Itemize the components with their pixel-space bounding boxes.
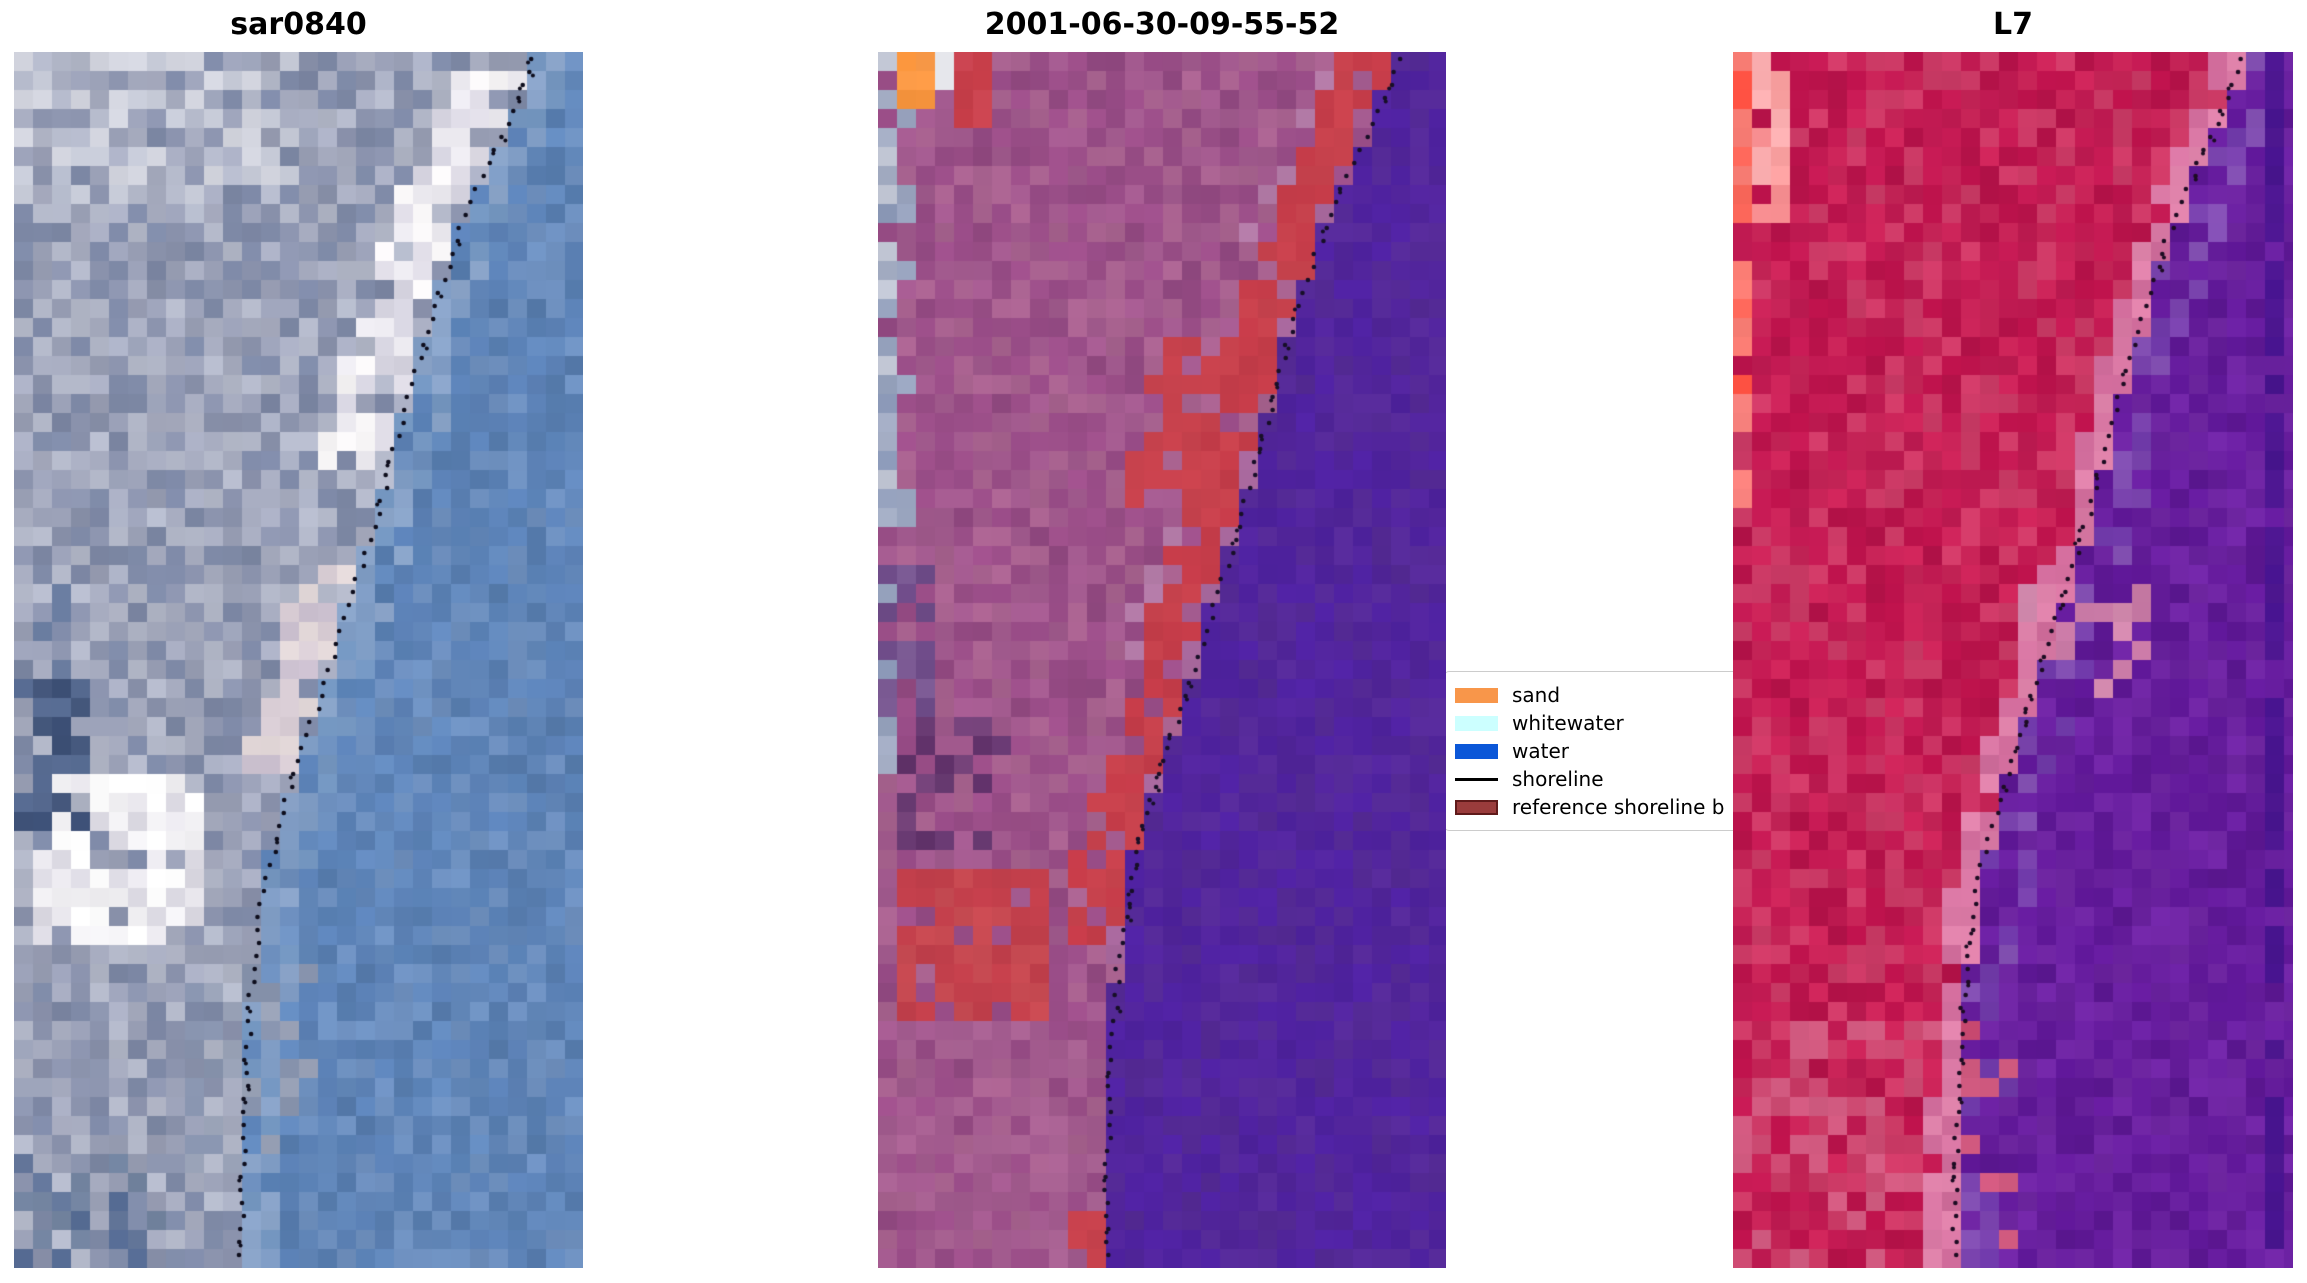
panel-l7 — [1733, 52, 2293, 1268]
panel-title-date: 2001-06-30-09-55-52 — [984, 7, 1340, 42]
l7-image — [1733, 52, 2293, 1268]
panel-sar0840 — [14, 52, 583, 1268]
legend-label-reference: reference shoreline b — [1512, 795, 1725, 819]
legend-item-shoreline: shoreline — [1455, 765, 1737, 793]
legend-label-whitewater: whitewater — [1512, 711, 1624, 735]
legend-label-shoreline: shoreline — [1512, 767, 1604, 791]
sar0840-image — [14, 52, 583, 1268]
legend-swatch-water — [1455, 743, 1498, 759]
legend-item-whitewater: whitewater — [1455, 709, 1737, 737]
legend-swatch-shoreline — [1455, 777, 1498, 781]
legend-box: sand whitewater water shoreline reference sh… — [1444, 671, 1748, 831]
panel-classified — [878, 52, 1446, 1268]
legend-swatch-sand — [1455, 687, 1498, 703]
legend-swatch-whitewater — [1455, 715, 1498, 731]
panel-title-l7: L7 — [1993, 7, 2033, 42]
legend-label-sand: sand — [1512, 683, 1561, 707]
legend-swatch-reference — [1455, 799, 1498, 815]
legend-label-water: water — [1512, 739, 1569, 763]
panel-title-sar0840: sar0840 — [230, 7, 367, 42]
classified-image — [878, 52, 1446, 1268]
legend-item-water: water — [1455, 737, 1737, 765]
legend-item-reference: reference shoreline b — [1455, 793, 1737, 821]
legend-item-sand: sand — [1455, 681, 1737, 709]
